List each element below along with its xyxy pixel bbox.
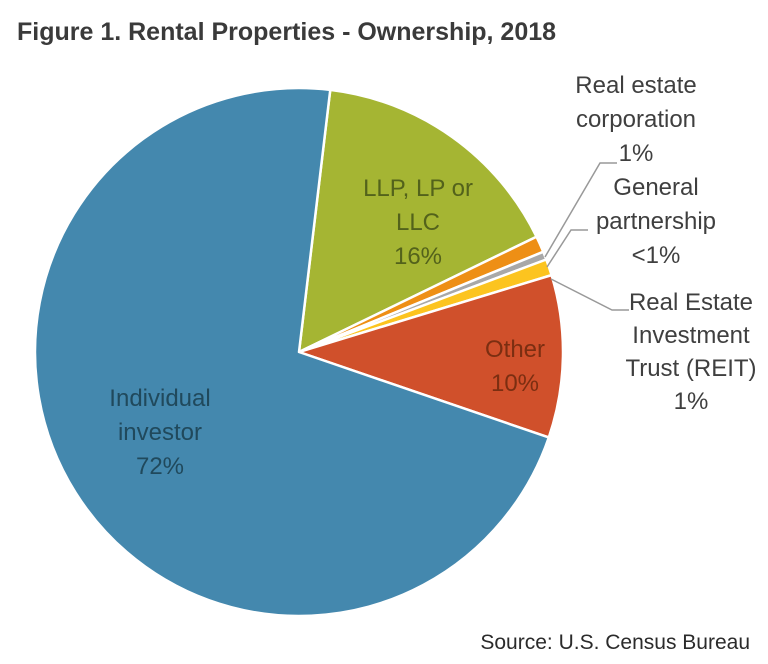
label-reit: Real Estate Investment Trust (REIT) 1% [625, 286, 756, 418]
pie-slice-llp-lp-llc [297, 88, 538, 354]
label-line: Trust (REIT) [625, 355, 757, 382]
label-individual-investor: Individual investor 72% [109, 382, 210, 484]
chart-title: Figure 1. Rental Properties - Ownership,… [17, 18, 557, 46]
label-line: <1% [631, 242, 681, 269]
label-llp-lp-llc: LLP, LP or LLC 16% [363, 172, 473, 274]
label-line: corporation [575, 106, 697, 133]
label-line: 1% [673, 388, 709, 415]
label-line: LLP, LP or [363, 175, 473, 202]
label-other: Other 10% [485, 333, 545, 401]
leader-line-real-estate-corporation [544, 162, 617, 258]
label-line: partnership [595, 208, 717, 235]
label-line: 72% [135, 453, 185, 480]
label-general-partnership: General partnership <1% [596, 171, 716, 273]
label-line: 1% [618, 140, 654, 167]
pie-slice-other [297, 273, 565, 439]
label-line: 10% [490, 370, 540, 397]
label-line: investor [117, 419, 203, 446]
leader-line-reit [550, 278, 629, 311]
label-line: 16% [393, 243, 443, 270]
leader-line-general-partnership [546, 229, 588, 268]
label-line: Other [484, 336, 546, 363]
pie-slices [33, 86, 565, 618]
label-real-estate-corporation: Real estate corporation 1% [575, 69, 696, 171]
pie-slice-individual-investor [33, 86, 551, 618]
label-line: Real estate [575, 72, 697, 99]
label-line: General [613, 174, 699, 201]
label-line: LLC [395, 209, 441, 236]
label-line: Real Estate [628, 289, 754, 316]
source-note: Source: U.S. Census Bureau [480, 631, 750, 654]
label-line: Individual [109, 385, 211, 412]
label-line: Investment [632, 322, 750, 349]
